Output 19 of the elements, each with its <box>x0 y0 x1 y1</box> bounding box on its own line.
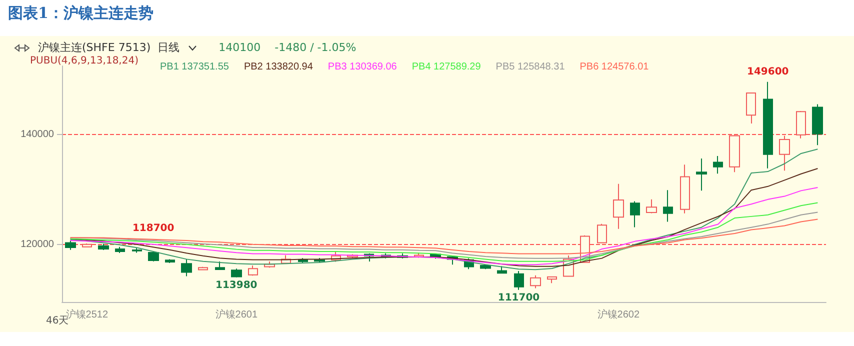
annotation: 118700 <box>132 222 174 234</box>
text: PB2 133820.94 <box>244 62 314 72</box>
annotation: 149600 <box>746 66 789 78</box>
legend-title: PUBU(4,6,9,13,18,24) <box>30 56 139 66</box>
x-tick-label: 沪镍2602 <box>597 308 640 320</box>
text: PB5 125848.31 <box>496 62 566 72</box>
y-tick-label: 140000 <box>20 129 54 140</box>
text: PB4 127589.29 <box>412 62 482 72</box>
annotation: 113980 <box>216 280 258 291</box>
x-tick-label: 沪镍2601 <box>215 308 258 320</box>
annotation: 111700 <box>498 292 540 304</box>
chart-title: 图表1：沪镍主连走势 <box>8 4 154 23</box>
text: -1480 / -1.05% <box>274 41 356 54</box>
text: 140100 <box>218 41 261 54</box>
text: PB6 124576.01 <box>580 62 650 72</box>
chart-subtitle: 沪镍主连(SHFE 7513) 日线 <box>38 40 180 55</box>
text: PB3 130369.06 <box>328 62 398 72</box>
text: PB1 137351.55 <box>160 62 230 72</box>
y-tick-label: 120000 <box>20 238 54 250</box>
